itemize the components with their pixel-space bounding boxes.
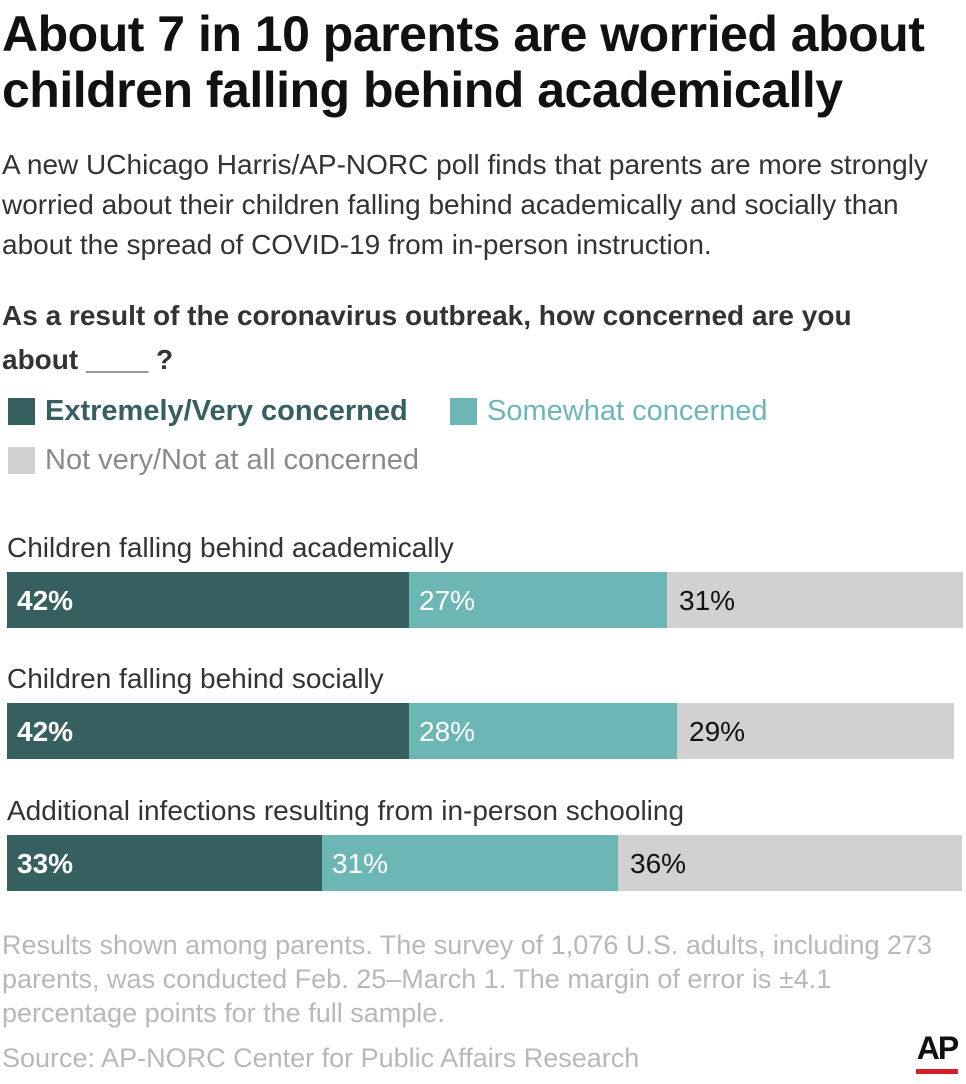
category-label: Children falling behind academically bbox=[7, 532, 454, 563]
data-label-extremely: 42% bbox=[17, 585, 74, 616]
bar-row: 33% 31% 36% bbox=[7, 835, 963, 891]
bar-segment-somewhat bbox=[409, 572, 667, 628]
category-label: Additional infections resulting from in-… bbox=[7, 795, 685, 826]
ap-logo-bar bbox=[916, 1069, 958, 1074]
data-label-somewhat: 31% bbox=[332, 848, 389, 879]
legend-item-extremely: Extremely/Very concerned bbox=[8, 395, 408, 428]
bar-segment-not bbox=[667, 572, 963, 628]
chart-title: About 7 in 10 parents are worried about … bbox=[2, 6, 925, 118]
bar-segment-somewhat bbox=[409, 703, 677, 759]
bar-segment-somewhat bbox=[322, 835, 618, 891]
ap-logo-text: AP bbox=[916, 1030, 959, 1066]
ap-logo: AP bbox=[914, 1030, 960, 1076]
source-credit: Source: AP-NORC Center for Public Affair… bbox=[2, 1043, 640, 1073]
data-label-not: 31% bbox=[679, 585, 736, 616]
bar-segment-extremely bbox=[7, 835, 322, 891]
legend-item-somewhat: Somewhat concerned bbox=[450, 395, 768, 428]
data-label-extremely: 42% bbox=[17, 716, 74, 747]
legend-item-not: Not very/Not at all concerned bbox=[8, 444, 419, 477]
bar-segment-not bbox=[677, 703, 954, 759]
bar-segment-extremely bbox=[7, 703, 409, 759]
data-label-somewhat: 28% bbox=[419, 716, 476, 747]
chart-subtitle: A new UChicago Harris/AP-NORC poll finds… bbox=[2, 149, 928, 260]
legend-swatch-somewhat bbox=[450, 398, 477, 425]
survey-question: As a result of the coronavirus outbreak,… bbox=[2, 300, 852, 375]
legend-label-extremely: Extremely/Very concerned bbox=[45, 395, 408, 427]
bar-segment-not bbox=[618, 835, 962, 891]
legend-swatch-not bbox=[8, 447, 35, 474]
data-label-extremely: 33% bbox=[17, 848, 74, 879]
methodology-note: Results shown among parents. The survey … bbox=[2, 930, 933, 1028]
bar-segment-extremely bbox=[7, 572, 409, 628]
legend-swatch-extremely bbox=[8, 398, 35, 425]
legend-label-somewhat: Somewhat concerned bbox=[487, 395, 768, 427]
bar-row: 42% 28% 29% bbox=[7, 703, 963, 759]
data-label-somewhat: 27% bbox=[419, 585, 476, 616]
bar-row: 42% 27% 31% bbox=[7, 572, 963, 628]
category-label: Children falling behind socially bbox=[7, 663, 384, 694]
legend-label-not: Not very/Not at all concerned bbox=[45, 444, 419, 476]
data-label-not: 36% bbox=[630, 848, 687, 879]
data-label-not: 29% bbox=[689, 716, 746, 747]
